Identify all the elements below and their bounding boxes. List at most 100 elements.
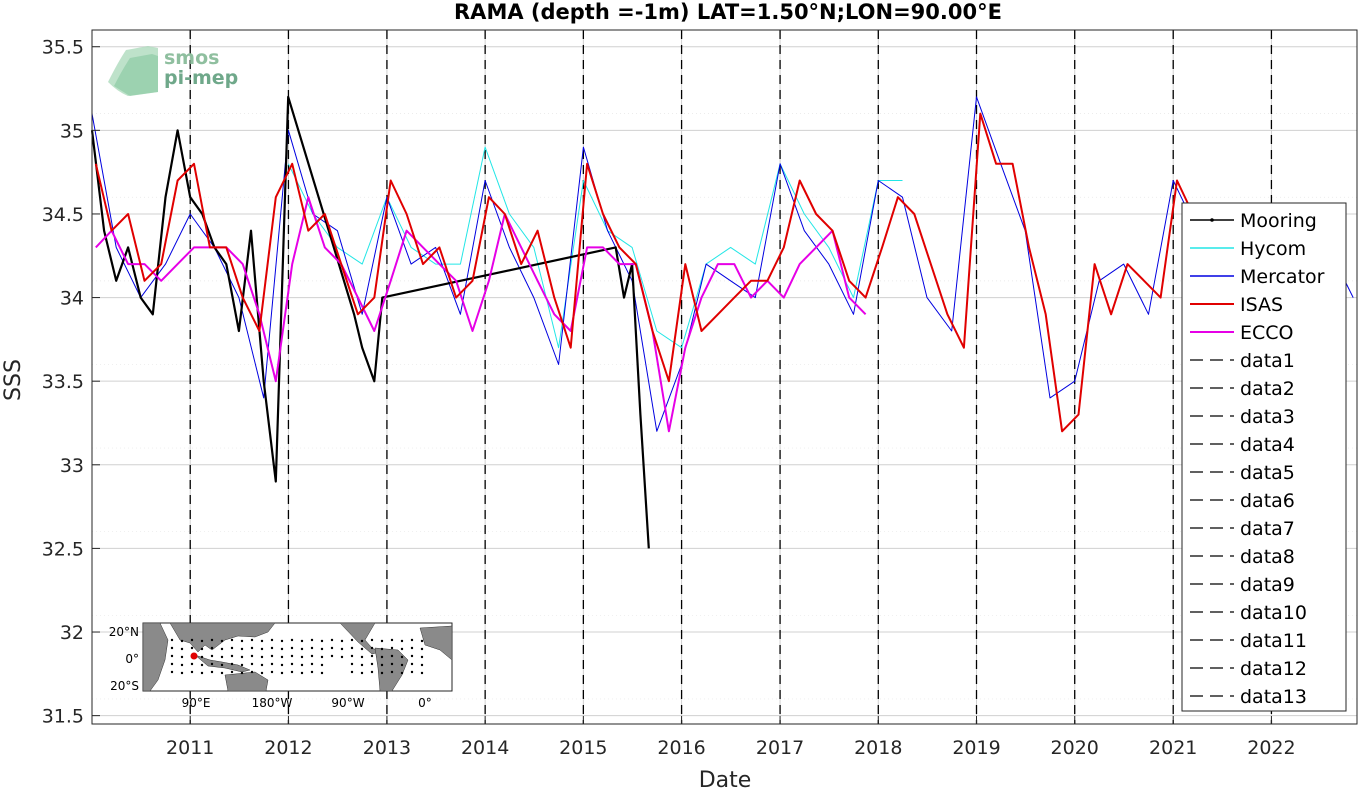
legend-label: data5 bbox=[1240, 462, 1295, 484]
legend-label: ISAS bbox=[1240, 294, 1283, 316]
buoy-dot bbox=[320, 639, 324, 643]
buoy-dot bbox=[320, 671, 324, 675]
legend-item: Mercator bbox=[1190, 266, 1325, 288]
year-separator-lines bbox=[189, 30, 1273, 724]
map-lat-label: 20°N bbox=[109, 625, 139, 639]
legend-item: Mooring bbox=[1190, 210, 1317, 232]
buoy-dot bbox=[300, 671, 304, 675]
buoy-dot bbox=[400, 639, 404, 643]
buoy-dot bbox=[240, 639, 244, 643]
buoy-dot bbox=[270, 654, 274, 658]
buoy-dot bbox=[420, 671, 424, 675]
legend-label: data8 bbox=[1240, 546, 1295, 568]
legend-label: data4 bbox=[1240, 434, 1295, 456]
legend-item: data11 bbox=[1190, 630, 1307, 652]
buoy-dot bbox=[260, 671, 264, 675]
y-tick-label: 35.5 bbox=[42, 37, 84, 59]
series-lines bbox=[90, 95, 1354, 549]
buoy-dot bbox=[330, 654, 334, 658]
legend-label: data11 bbox=[1240, 630, 1307, 652]
y-tick-label: 32 bbox=[60, 622, 84, 644]
legend-item: data2 bbox=[1190, 378, 1295, 400]
series-line-mooring bbox=[90, 95, 650, 549]
y-tick-label: 35 bbox=[60, 120, 84, 142]
buoy-dot bbox=[200, 663, 204, 667]
legend-item: data8 bbox=[1190, 546, 1295, 568]
legend: Mooring Hycom Mercator ISAS ECCO data1 data2 da… bbox=[1181, 202, 1347, 712]
buoy-dot bbox=[200, 639, 204, 643]
buoy-dot bbox=[360, 639, 364, 643]
buoy-dot bbox=[340, 647, 344, 651]
buoy-dot bbox=[290, 638, 294, 642]
x-tick-label: 2018 bbox=[854, 737, 902, 759]
buoy-dot bbox=[190, 670, 194, 674]
buoy-dot bbox=[390, 662, 394, 666]
asia-landmass bbox=[169, 622, 276, 653]
buoy-dot bbox=[170, 638, 174, 642]
buoy-dot bbox=[300, 639, 304, 643]
buoy-dot bbox=[180, 655, 184, 659]
buoy-dot bbox=[400, 655, 404, 659]
series-line-mercator bbox=[91, 96, 1354, 432]
legend-box bbox=[1181, 202, 1347, 712]
x-tick-label: 2019 bbox=[952, 737, 1000, 759]
legend-label: ECCO bbox=[1240, 322, 1294, 344]
x-tick-label: 2013 bbox=[363, 737, 411, 759]
legend-item: data1 bbox=[1190, 350, 1295, 372]
buoy-dot bbox=[280, 647, 284, 651]
buoy-dot bbox=[370, 670, 374, 674]
logo-wave-icon bbox=[114, 54, 158, 96]
buoy-dot bbox=[230, 638, 234, 642]
logo-text-smos: smos bbox=[164, 47, 219, 69]
buoy-dot bbox=[420, 639, 424, 643]
buoy-dot bbox=[320, 655, 324, 659]
buoy-dot bbox=[310, 654, 314, 658]
selected-buoy-marker bbox=[190, 652, 198, 660]
legend-item: data9 bbox=[1190, 574, 1295, 596]
buoy-dot bbox=[360, 671, 364, 675]
legend-item: data3 bbox=[1190, 406, 1295, 428]
buoy-dot bbox=[180, 663, 184, 667]
buoy-dot bbox=[250, 662, 254, 666]
legend-label: data7 bbox=[1240, 518, 1295, 540]
legend-item: ECCO bbox=[1190, 322, 1294, 344]
x-tick-label: 2016 bbox=[657, 737, 705, 759]
buoy-dot bbox=[180, 639, 184, 643]
legend-label: data9 bbox=[1240, 574, 1295, 596]
buoy-dot bbox=[240, 647, 244, 651]
buoy-dot bbox=[240, 671, 244, 675]
buoy-dot bbox=[200, 655, 204, 659]
y-tick-label: 31.5 bbox=[42, 706, 84, 728]
legend-marker bbox=[1210, 218, 1214, 222]
y-tick-label: 33.5 bbox=[42, 371, 84, 393]
buoy-dot bbox=[370, 638, 374, 642]
buoy-dot bbox=[170, 662, 174, 666]
buoy-dot bbox=[390, 654, 394, 658]
buoy-dot bbox=[410, 670, 414, 674]
map-lat-label: 20°S bbox=[110, 679, 139, 693]
buoy-dot bbox=[250, 670, 254, 674]
buoy-dot bbox=[280, 655, 284, 659]
logo-text-pimep: pi-mep bbox=[164, 67, 238, 89]
legend-label: data1 bbox=[1240, 350, 1295, 372]
buoy-dot bbox=[280, 639, 284, 643]
buoy-dot bbox=[190, 646, 194, 650]
west-africa-landmass bbox=[419, 625, 453, 661]
buoy-dot bbox=[220, 655, 224, 659]
legend-item: data4 bbox=[1190, 434, 1295, 456]
buoy-dot bbox=[370, 646, 374, 650]
legend-label: data10 bbox=[1240, 602, 1307, 624]
buoy-dot bbox=[190, 662, 194, 666]
buoy-dot bbox=[330, 638, 334, 642]
legend-item: data6 bbox=[1190, 490, 1295, 512]
buoy-dot bbox=[200, 671, 204, 675]
legend-item: data7 bbox=[1190, 518, 1295, 540]
buoy-dot bbox=[420, 647, 424, 651]
buoy-dot bbox=[250, 654, 254, 658]
y-tick-label: 34 bbox=[60, 288, 84, 310]
buoy-dot bbox=[260, 655, 264, 659]
legend-label: Hycom bbox=[1240, 238, 1306, 260]
buoy-dot bbox=[380, 671, 384, 675]
legend-item: data10 bbox=[1190, 602, 1307, 624]
